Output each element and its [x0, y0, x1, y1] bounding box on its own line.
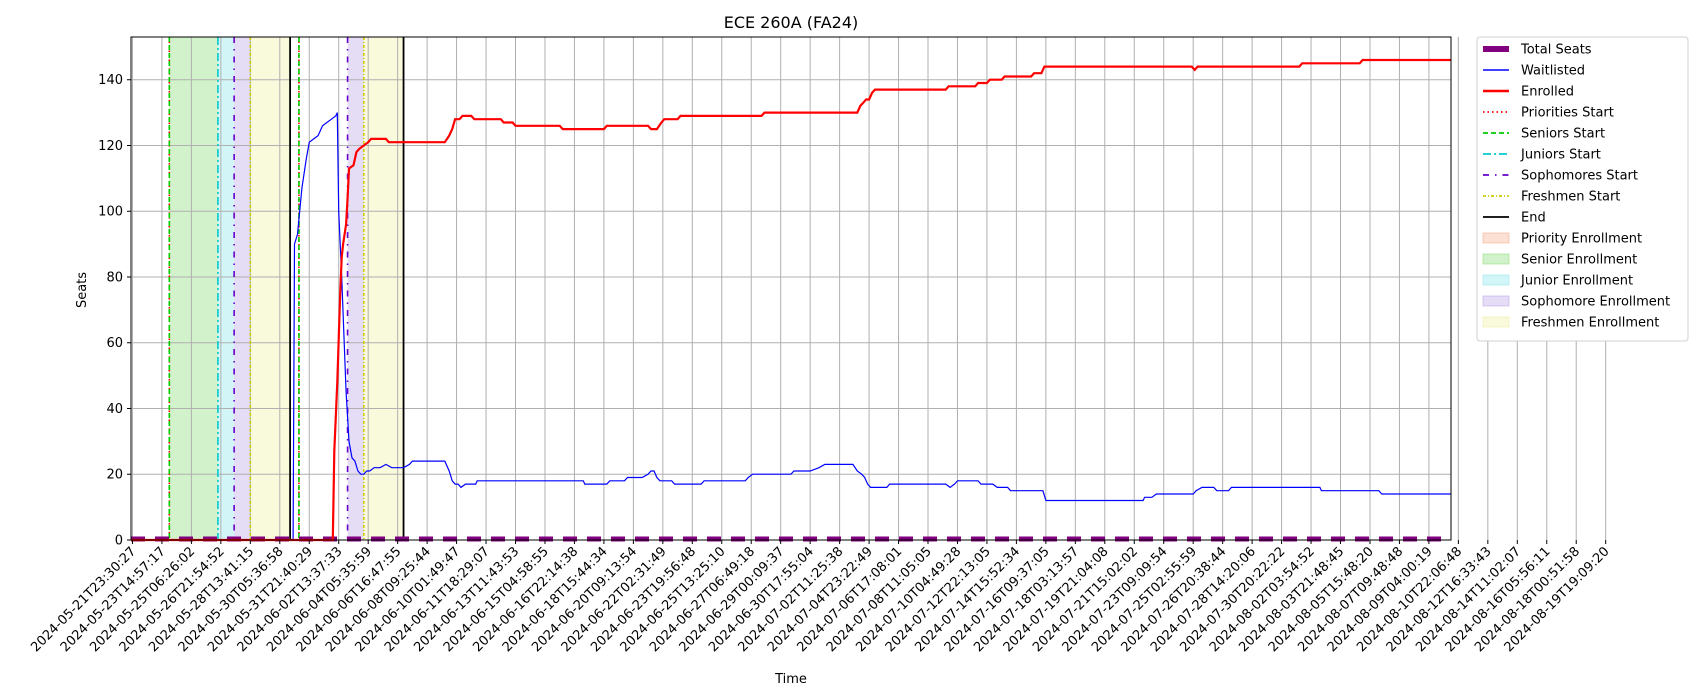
legend-label-total-seats: Total Seats	[1520, 43, 1592, 58]
legend-label-priority-enrollment: Priority Enrollment	[1521, 232, 1642, 247]
legend-label-junior-enrollment: Junior Enrollment	[1520, 274, 1633, 289]
legend-label-freshmen-enrollment: Freshmen Enrollment	[1521, 316, 1659, 331]
freshmen-enrollment-span	[363, 37, 404, 540]
y-tick-label: 100	[98, 205, 123, 220]
series-lines	[131, 58, 1451, 542]
enrolled-line	[131, 58, 1451, 542]
legend-box	[1476, 36, 1689, 342]
legend-label-end: End	[1521, 211, 1546, 226]
legend-handle-priority-enrollment	[1482, 232, 1510, 244]
x-axis-label: Time	[774, 672, 807, 687]
junior-enrollment-span	[217, 37, 235, 540]
y-axis-ticks: 0 20 40 60 80 100 120 140	[98, 73, 131, 549]
legend-handle-freshmen-enrollment	[1482, 316, 1510, 328]
legend-label-senior-enrollment: Senior Enrollment	[1521, 253, 1637, 268]
y-tick-label: 0	[115, 534, 123, 549]
legend-handle-senior-enrollment	[1482, 253, 1510, 265]
legend-label-juniors-start: Juniors Start	[1520, 148, 1601, 163]
senior-enrollment-span	[169, 37, 218, 540]
y-tick-label: 80	[106, 270, 123, 285]
x-axis-ticks: 2024-05-21T23:30:272024-05-23T14:57:1720…	[28, 540, 1613, 655]
legend-label-sophomore-enrollment: Sophomore Enrollment	[1521, 295, 1670, 310]
y-tick-label: 140	[98, 73, 123, 88]
sophomore-enrollment-span	[347, 37, 364, 540]
legend-handle-sophomore-enrollment	[1482, 295, 1510, 307]
legend-label-freshmen-start: Freshmen Start	[1521, 190, 1620, 205]
y-axis-label: Seats	[75, 272, 90, 308]
legend-label-priorities-start: Priorities Start	[1521, 106, 1614, 121]
legend: Total Seats Waitlisted Enrolled Priorities …	[1476, 36, 1689, 342]
freshmen-enrollment-span	[250, 37, 291, 540]
phase-lines	[168, 37, 405, 540]
sophomore-enrollment-span	[234, 37, 251, 540]
enrollment-spans	[169, 37, 404, 540]
y-tick-label: 60	[106, 336, 123, 351]
y-tick-label: 20	[106, 468, 123, 483]
waitlisted-line	[131, 112, 1451, 541]
y-tick-label: 120	[98, 139, 123, 154]
plot-frame	[130, 36, 1452, 541]
legend-label-seniors-start: Seniors Start	[1521, 127, 1605, 142]
legend-handle-junior-enrollment	[1482, 274, 1510, 286]
legend-label-sophomores-start: Sophomores Start	[1521, 169, 1638, 184]
legend-label-waitlisted: Waitlisted	[1521, 64, 1585, 79]
y-tick-label: 40	[106, 402, 123, 417]
chart-title: ECE 260A (FA24)	[724, 13, 859, 32]
legend-label-enrolled: Enrolled	[1521, 85, 1574, 100]
